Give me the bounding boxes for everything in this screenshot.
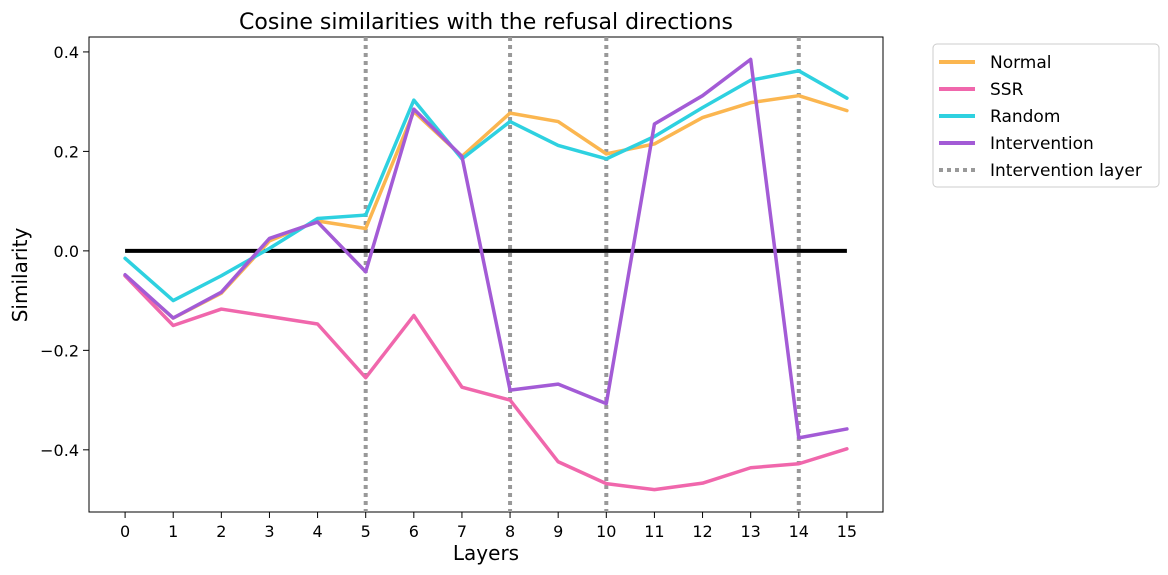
x-axis: 0 1 2 3 4 5 6 7 8 9 10 11 12 13 14 15: [120, 512, 857, 541]
x-tick-label: 1: [168, 522, 178, 541]
y-tick-label: 0.2: [54, 142, 79, 161]
x-tick-label: 15: [837, 522, 857, 541]
chart-title: Cosine similarities with the refusal dir…: [239, 10, 733, 35]
x-tick-label: 14: [789, 522, 809, 541]
x-tick-label: 8: [505, 522, 515, 541]
series-line-random: [123, 69, 849, 303]
x-axis-label: Layers: [453, 541, 519, 565]
x-tick-label: 11: [644, 522, 664, 541]
x-tick-label: 0: [120, 522, 130, 541]
x-tick-label: 2: [216, 522, 226, 541]
y-axis: −0.4 −0.2 0.0 0.2 0.4: [40, 43, 89, 460]
y-tick-label: 0.4: [54, 43, 79, 62]
plot-area: [88, 36, 884, 513]
x-tick-label: 10: [596, 522, 616, 541]
y-tick-label: −0.2: [40, 341, 79, 360]
series-lines: [123, 57, 849, 492]
series-line-intervention: [123, 57, 849, 440]
legend: Normal SSR Random Intervention Intervention …: [932, 43, 1160, 188]
legend-label: Normal: [990, 53, 1052, 73]
legend-label: Intervention: [990, 134, 1094, 154]
series-line-normal: [123, 93, 849, 320]
x-tick-label: 12: [692, 522, 712, 541]
legend-box: [932, 43, 1160, 188]
y-axis-label: Similarity: [8, 228, 32, 323]
legend-label: SSR: [990, 80, 1024, 100]
legend-label: Intervention layer: [990, 161, 1142, 181]
x-tick-label: 13: [740, 522, 760, 541]
y-tick-label: 0.0: [54, 242, 79, 261]
x-tick-label: 6: [409, 522, 419, 541]
x-tick-label: 3: [264, 522, 274, 541]
legend-label: Random: [990, 107, 1060, 127]
x-tick-label: 7: [457, 522, 467, 541]
series-line-ssr: [123, 273, 849, 492]
x-tick-label: 5: [361, 522, 371, 541]
x-tick-label: 9: [553, 522, 563, 541]
y-tick-label: −0.4: [40, 441, 79, 460]
x-tick-label: 4: [312, 522, 322, 541]
